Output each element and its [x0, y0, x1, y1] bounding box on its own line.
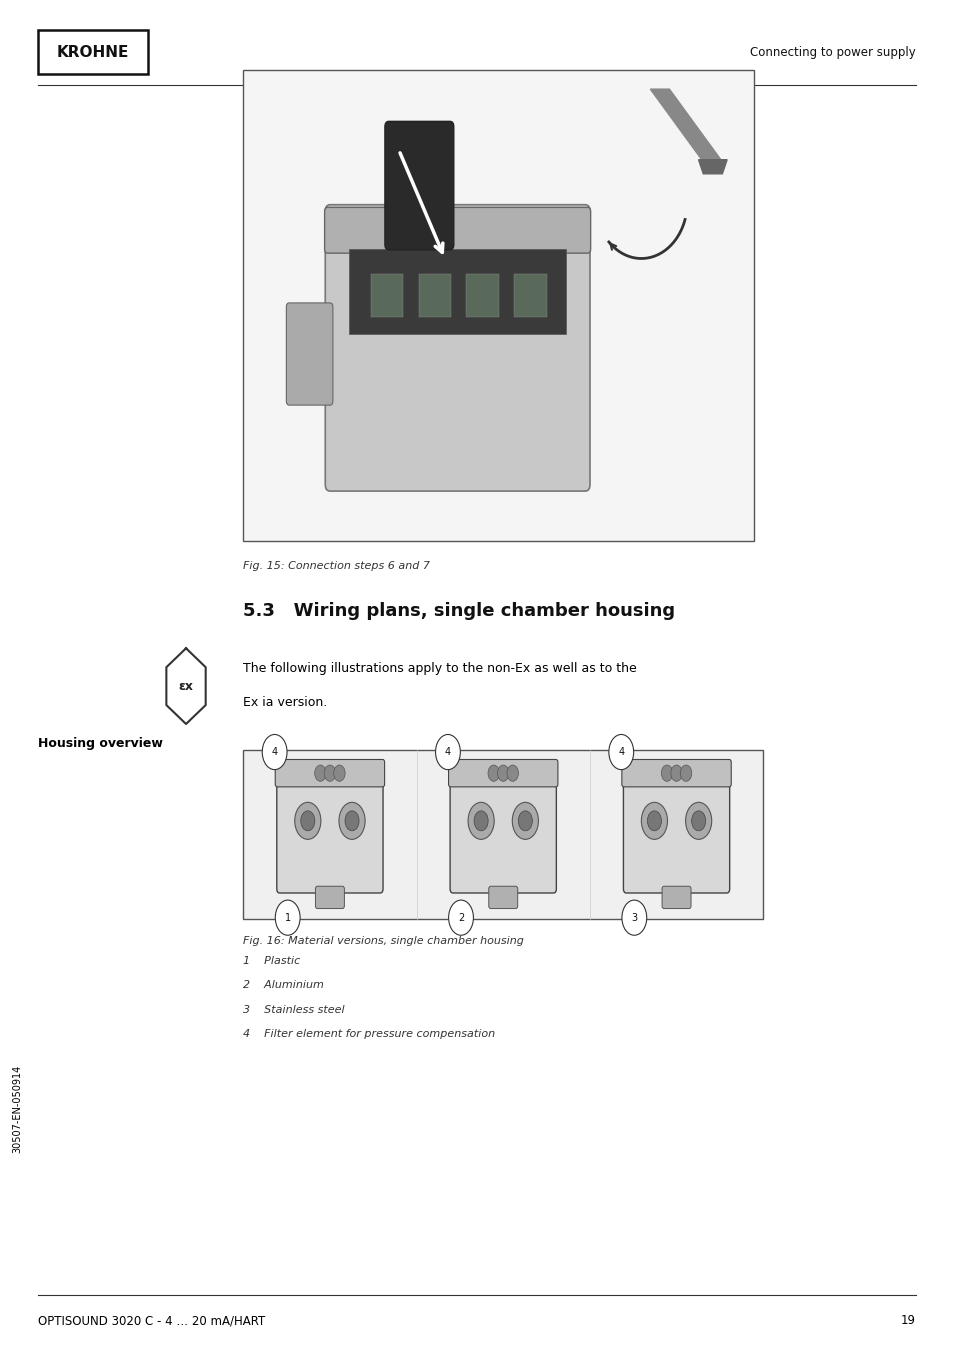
Text: 2: 2 [457, 913, 464, 922]
Polygon shape [698, 160, 726, 174]
Text: 1    Plastic: 1 Plastic [243, 956, 300, 965]
Text: OPTISOUND 3020 C - 4 … 20 mA/HART: OPTISOUND 3020 C - 4 … 20 mA/HART [38, 1314, 265, 1328]
Circle shape [497, 765, 508, 781]
FancyBboxPatch shape [324, 207, 590, 253]
Circle shape [436, 734, 460, 769]
Circle shape [685, 802, 711, 840]
Text: The following illustrations apply to the non-Ex as well as to the: The following illustrations apply to the… [243, 662, 637, 676]
Text: 1: 1 [284, 913, 291, 922]
Circle shape [691, 811, 705, 831]
Circle shape [300, 811, 314, 831]
Circle shape [262, 734, 287, 769]
FancyBboxPatch shape [466, 274, 498, 316]
FancyBboxPatch shape [325, 204, 589, 491]
Polygon shape [650, 89, 723, 165]
Text: 4: 4 [444, 748, 451, 757]
Text: 3: 3 [631, 913, 637, 922]
FancyBboxPatch shape [450, 780, 556, 894]
Circle shape [608, 734, 633, 769]
FancyBboxPatch shape [371, 274, 403, 316]
Text: 5.3   Wiring plans, single chamber housing: 5.3 Wiring plans, single chamber housing [243, 602, 675, 619]
Circle shape [679, 765, 691, 781]
Circle shape [670, 765, 681, 781]
Circle shape [512, 802, 537, 840]
Polygon shape [166, 648, 206, 725]
FancyBboxPatch shape [275, 760, 384, 787]
Text: 3    Stainless steel: 3 Stainless steel [243, 1005, 345, 1014]
Circle shape [275, 900, 300, 936]
Text: Housing overview: Housing overview [38, 737, 163, 750]
Circle shape [647, 811, 660, 831]
Text: Fig. 15: Connection steps 6 and 7: Fig. 15: Connection steps 6 and 7 [243, 561, 430, 571]
FancyBboxPatch shape [315, 887, 344, 909]
Circle shape [448, 900, 473, 936]
Text: Fig. 16: Material versions, single chamber housing: Fig. 16: Material versions, single chamb… [243, 936, 523, 945]
Circle shape [314, 765, 326, 781]
FancyBboxPatch shape [661, 887, 690, 909]
Text: 4    Filter element for pressure compensation: 4 Filter element for pressure compensati… [243, 1029, 495, 1038]
FancyBboxPatch shape [384, 122, 454, 250]
FancyBboxPatch shape [622, 780, 729, 894]
FancyBboxPatch shape [38, 30, 148, 74]
Circle shape [621, 900, 646, 936]
Text: Ex ia version.: Ex ia version. [243, 696, 327, 710]
FancyBboxPatch shape [514, 274, 546, 316]
Text: εx: εx [178, 680, 193, 692]
Text: 30507-EN-050914: 30507-EN-050914 [12, 1064, 22, 1153]
Text: 4: 4 [618, 748, 623, 757]
Circle shape [468, 802, 494, 840]
FancyBboxPatch shape [448, 760, 558, 787]
Circle shape [640, 802, 667, 840]
FancyBboxPatch shape [418, 274, 451, 316]
Text: 2    Aluminium: 2 Aluminium [243, 980, 324, 990]
Text: Connecting to power supply: Connecting to power supply [749, 46, 915, 58]
Circle shape [660, 765, 672, 781]
Text: KROHNE: KROHNE [57, 45, 129, 59]
Circle shape [488, 765, 499, 781]
FancyBboxPatch shape [286, 303, 333, 406]
FancyBboxPatch shape [488, 887, 517, 909]
Circle shape [324, 765, 335, 781]
Circle shape [338, 802, 365, 840]
FancyBboxPatch shape [349, 249, 565, 334]
Circle shape [294, 802, 320, 840]
FancyBboxPatch shape [621, 760, 730, 787]
Circle shape [334, 765, 345, 781]
FancyBboxPatch shape [243, 70, 753, 541]
FancyBboxPatch shape [243, 750, 762, 919]
Text: 4: 4 [272, 748, 277, 757]
Circle shape [517, 811, 532, 831]
Circle shape [345, 811, 358, 831]
Text: 19: 19 [900, 1314, 915, 1328]
Circle shape [506, 765, 517, 781]
Circle shape [474, 811, 488, 831]
FancyBboxPatch shape [276, 780, 383, 894]
